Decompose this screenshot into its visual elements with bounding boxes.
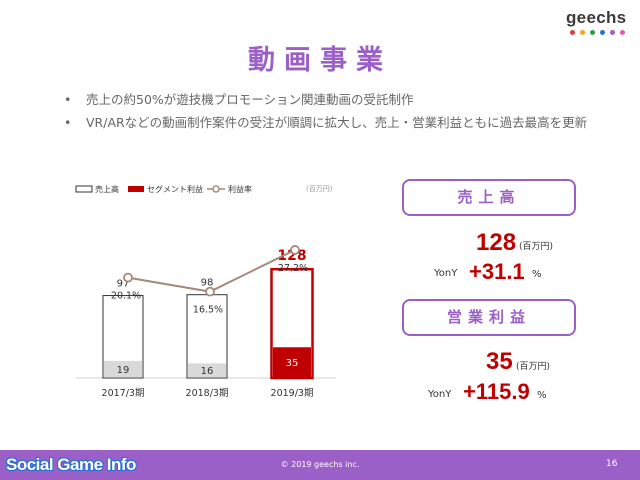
logo-dot [600, 30, 605, 35]
profit-value: 35 [486, 348, 513, 375]
profit-rate-marker [290, 245, 300, 255]
profit-heading: 営業利益 [446, 308, 531, 326]
segment-bar [273, 347, 311, 377]
slide-title: 動画事業 [248, 45, 392, 76]
logo-dot [580, 30, 585, 35]
segment-bar [104, 360, 142, 377]
legend-swatch-segment [128, 186, 144, 192]
category-label: 2017/3期 [102, 388, 145, 399]
segment-bar-label: 16 [201, 366, 214, 377]
footer-brand: Social Game Info [6, 455, 136, 474]
segment-bar [188, 363, 226, 377]
sales-bar-label: 97 [117, 279, 130, 290]
segment-bar-label: 35 [286, 358, 299, 369]
page-number: 16 [606, 459, 618, 469]
profit-rate-label: 16.5% [193, 305, 223, 316]
profit-rate-marker [123, 272, 133, 283]
category-label: 2019/3期 [271, 388, 314, 399]
footer-copyright: © 2019 geechs inc. [280, 460, 360, 469]
logo-dot [570, 30, 575, 35]
chart-unit-label: (百万円) [306, 185, 333, 193]
bullet-item: VR/ARなどの動画制作案件の受注が順調に拡大し、売上・営業利益ともに過去最高を… [64, 111, 587, 134]
sales-unit: (百万円) [519, 242, 554, 252]
logo-dot [590, 30, 595, 35]
profit-rate-marker [205, 286, 215, 297]
profit-unit: (百万円) [516, 362, 551, 372]
logo-dot [620, 30, 625, 35]
sales-bar-label: 98 [201, 278, 214, 289]
sales-heading-box: 売上高 [402, 179, 576, 216]
geechs-logo: geechs [556, 8, 636, 48]
profit-rate-label: 20.1% [111, 291, 141, 302]
profit-yony-value: +115.9 [463, 379, 530, 404]
legend-label-segment: セグメント利益 [147, 184, 203, 194]
profit-rate-label: 27.2% [278, 263, 308, 274]
bullet-list: 売上の約50%が遊技機プロモーション関連動画の受託制作 VR/ARなどの動画制作… [64, 88, 587, 134]
legend-swatch-rate-marker [212, 185, 220, 193]
legend-label-rate: 利益率 [228, 184, 252, 194]
logo-dot [610, 30, 615, 35]
footer-bar [0, 450, 640, 480]
profit-heading-box: 営業利益 [402, 299, 576, 336]
sales-pct: % [532, 269, 542, 280]
legend-swatch-sales [75, 185, 93, 193]
profit-yony-label: YonY [428, 389, 452, 400]
logo-text: geechs [566, 8, 627, 27]
sales-yony-label: YonY [434, 268, 458, 279]
logo-dots [570, 30, 625, 36]
category-label: 2018/3期 [186, 388, 229, 399]
legend-label-sales: 売上高 [95, 184, 119, 194]
sales-heading: 売上高 [457, 188, 521, 206]
sales-value: 128 [476, 229, 517, 256]
sales-yony-value: +31.1 [469, 259, 525, 284]
bullet-item: 売上の約50%が遊技機プロモーション関連動画の受託制作 [64, 88, 587, 111]
profit-pct: % [537, 390, 547, 401]
segment-bar-label: 19 [117, 365, 130, 376]
